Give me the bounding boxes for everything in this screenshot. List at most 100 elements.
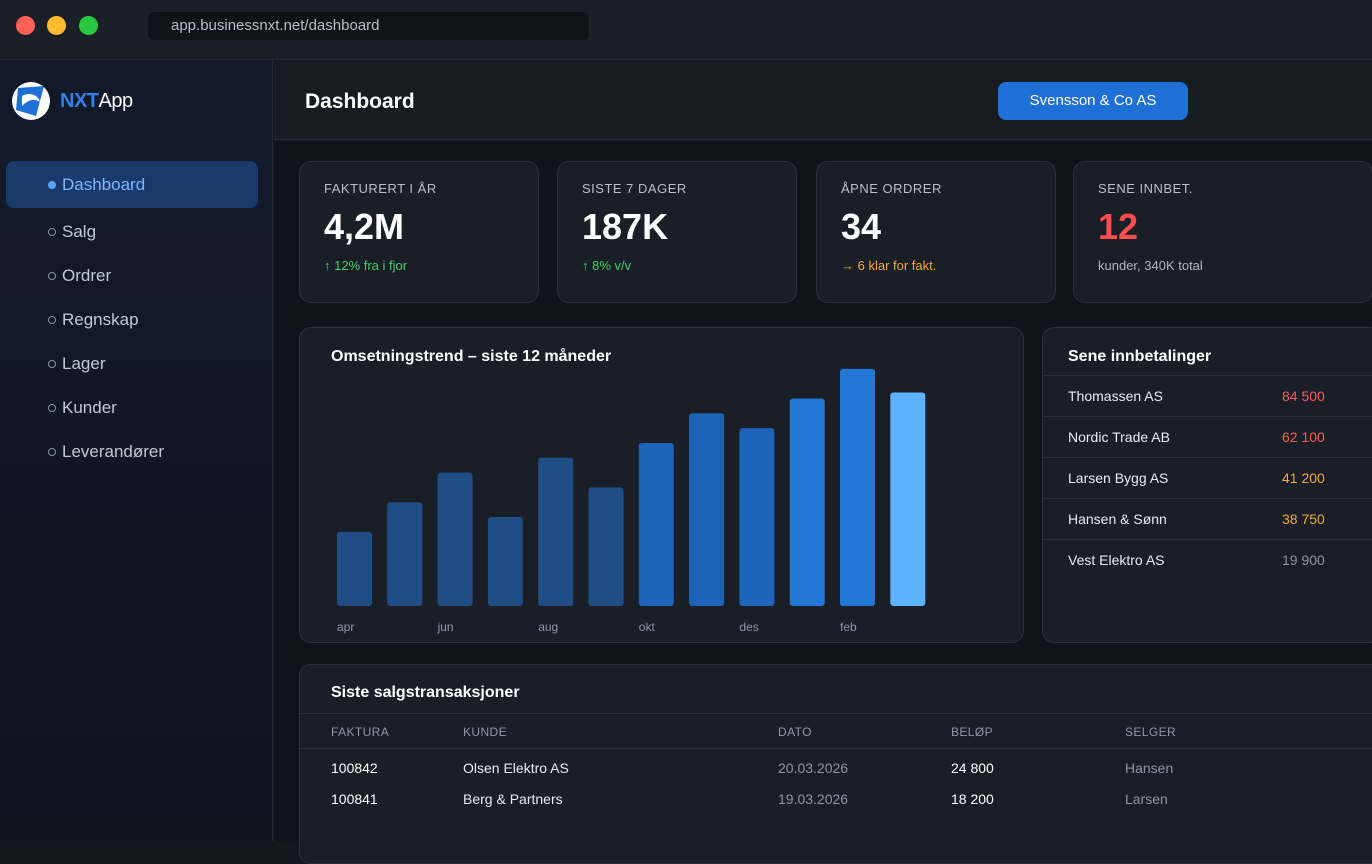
bullet-icon <box>48 360 56 368</box>
browser-chrome: app.businessnxt.net/dashboard <box>0 0 1372 60</box>
payment-row[interactable]: Thomassen AS 84 500 <box>1043 375 1372 416</box>
chart-bar[interactable] <box>538 457 574 606</box>
late-payments-card: Sene innbetalinger Thomassen AS 84 500 N… <box>1042 327 1372 643</box>
app-logo[interactable]: NXTApp <box>12 81 133 121</box>
chart-bar[interactable] <box>689 413 725 606</box>
bullet-icon <box>48 228 56 236</box>
cell-dato: 19.03.2026 <box>778 791 849 807</box>
bullet-icon <box>48 180 56 189</box>
payment-customer: Hansen & Sønn <box>1068 511 1167 527</box>
kpi-card-sene-innbet[interactable]: SENE INNBET. 12 kunder, 340K total <box>1073 161 1372 303</box>
payment-amount: 19 900 <box>1282 552 1325 568</box>
sidebar-item-regnskap[interactable]: Regnskap <box>6 298 258 342</box>
payment-customer: Thomassen AS <box>1068 388 1163 404</box>
logo-icon <box>12 82 50 120</box>
payment-amount: 41 200 <box>1282 470 1325 486</box>
kpi-card-fakturert[interactable]: FAKTURERT I ÅR 4,2M ↑ 12% fra i fjor <box>299 161 539 303</box>
window-maximize-button[interactable] <box>79 16 98 35</box>
bullet-icon <box>48 448 56 456</box>
sidebar-item-label: Leverandører <box>62 442 165 461</box>
revenue-trend-chart: apr jun aug okt des feb <box>337 368 926 634</box>
recent-transactions-card: Siste salgstransaksjoner FAKTURA KUNDE D… <box>299 664 1372 864</box>
sidebar-item-salg[interactable]: Salg <box>6 210 258 254</box>
revenue-trend-chart-card: apr jun aug okt des feb Omsetningstrend – sis… <box>299 327 1024 643</box>
bullet-icon <box>48 404 56 412</box>
transactions-title: Siste salgstransaksjoner <box>331 684 520 701</box>
payment-row[interactable]: Larsen Bygg AS 41 200 <box>1043 457 1372 498</box>
sidebar-item-label: Ordrer <box>62 266 112 285</box>
x-tick-label: des <box>739 620 758 634</box>
column-header-kunde[interactable]: KUNDE <box>463 725 508 739</box>
cell-selger: Larsen <box>1125 791 1168 807</box>
cell-kunde: Berg & Partners <box>463 791 563 807</box>
column-header-faktura[interactable]: FAKTURA <box>331 725 390 739</box>
column-header-selger[interactable]: SELGER <box>1125 725 1177 739</box>
chart-bar[interactable] <box>588 487 624 606</box>
kpi-trend: kunder, 340K total <box>1098 258 1203 273</box>
x-tick-label: apr <box>337 620 354 634</box>
cell-faktura: 100841 <box>331 791 378 807</box>
sidebar-item-ordrer[interactable]: Ordrer <box>6 254 258 298</box>
kpi-card-apne-ordrer[interactable]: ÅPNE ORDRER 34 → 6 klar for fakt. <box>816 161 1056 303</box>
payment-customer: Vest Elektro AS <box>1068 552 1165 568</box>
kpi-value: 34 <box>841 206 882 247</box>
top-header: Dashboard Svensson & Co AS <box>274 61 1372 140</box>
kpi-trend: ↑ 12% fra i fjor <box>324 258 408 273</box>
kpi-trend: → 6 klar for fakt. <box>841 258 937 273</box>
payment-row[interactable]: Hansen & Sønn 38 750 <box>1043 498 1372 539</box>
x-tick-label: feb <box>840 620 857 634</box>
kpi-label: FAKTURERT I ÅR <box>324 181 437 196</box>
kpi-value: 4,2M <box>324 206 405 247</box>
cell-kunde: Olsen Elektro AS <box>463 760 569 776</box>
chart-bar[interactable] <box>387 502 423 606</box>
sidebar-item-label: Dashboard <box>62 174 146 194</box>
payment-customer: Larsen Bygg AS <box>1068 470 1169 486</box>
kpi-value: 12 <box>1098 206 1139 247</box>
x-tick-label: okt <box>639 620 656 634</box>
sidebar-nav: Dashboard Salg Ordrer Regnskap Lager Kun… <box>6 161 258 474</box>
chart-bar[interactable] <box>890 392 926 606</box>
window-minimize-button[interactable] <box>47 16 66 35</box>
payment-row[interactable]: Nordic Trade AB 62 100 <box>1043 416 1372 457</box>
kpi-card-siste-7-dager[interactable]: SISTE 7 DAGER 187K ↑ 8% v/v <box>557 161 797 303</box>
column-header-dato[interactable]: DATO <box>778 725 812 739</box>
payment-amount: 84 500 <box>1282 388 1325 404</box>
table-header: FAKTURA KUNDE DATO BELØP SELGER <box>300 713 1372 749</box>
chart-title: Omsetningstrend – siste 12 måneder <box>331 348 612 365</box>
sidebar-item-dashboard[interactable]: Dashboard <box>6 161 258 208</box>
late-payments-title: Sene innbetalinger <box>1068 348 1212 365</box>
kpi-trend: ↑ 8% v/v <box>582 258 632 273</box>
kpi-value: 187K <box>582 206 669 247</box>
payment-amount: 38 750 <box>1282 511 1325 527</box>
cell-belop: 24 800 <box>951 760 994 776</box>
chart-bar[interactable] <box>437 472 473 606</box>
kpi-label: ÅPNE ORDRER <box>841 181 942 196</box>
sidebar-item-leverandorer[interactable]: Leverandører <box>6 430 258 474</box>
chart-bar[interactable] <box>487 517 523 606</box>
sidebar-item-kunder[interactable]: Kunder <box>6 386 258 430</box>
sidebar-item-label: Lager <box>62 354 106 373</box>
main-content: FAKTURERT I ÅR 4,2M ↑ 12% fra i fjor SIS… <box>274 141 1372 864</box>
sidebar: NXTApp Dashboard Salg Ordrer Regnskap La… <box>0 61 273 841</box>
chart-bar[interactable] <box>337 531 372 606</box>
company-selector-button[interactable]: Svensson & Co AS <box>998 82 1188 120</box>
bullet-icon <box>48 272 56 280</box>
chart-bar[interactable] <box>840 368 875 606</box>
sidebar-item-label: Salg <box>62 222 97 241</box>
chart-bar[interactable] <box>739 428 775 606</box>
bullet-icon <box>48 316 56 324</box>
kpi-label: SISTE 7 DAGER <box>582 181 687 196</box>
logo-text: NXTApp <box>60 89 133 112</box>
x-tick-label: jun <box>437 620 454 634</box>
cell-dato: 20.03.2026 <box>778 760 849 776</box>
window-close-button[interactable] <box>16 16 35 35</box>
sidebar-item-lager[interactable]: Lager <box>6 342 258 386</box>
column-header-belop[interactable]: BELØP <box>951 725 994 739</box>
cell-selger: Hansen <box>1125 760 1174 776</box>
address-bar[interactable]: app.businessnxt.net/dashboard <box>148 12 589 40</box>
sidebar-item-label: Regnskap <box>62 310 139 329</box>
chart-bar[interactable] <box>789 398 825 606</box>
chart-bar[interactable] <box>638 442 674 606</box>
payment-row[interactable]: Vest Elektro AS 19 900 <box>1043 539 1372 580</box>
x-tick-label: aug <box>538 620 558 634</box>
